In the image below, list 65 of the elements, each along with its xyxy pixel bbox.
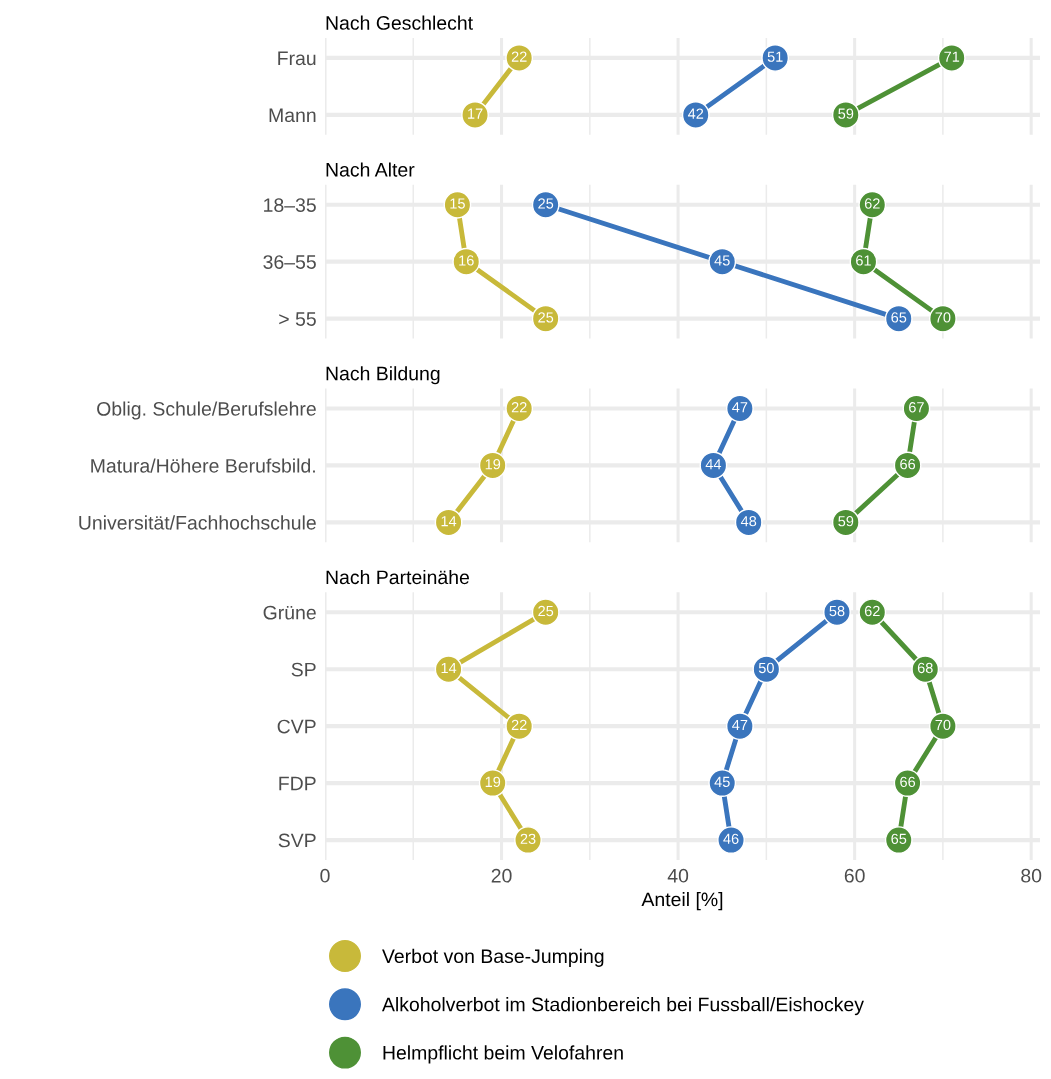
data-label: 22 — [511, 51, 527, 62]
data-label: 25 — [538, 198, 554, 209]
y-tick-label: CVP — [277, 719, 316, 734]
data-label: 19 — [485, 459, 501, 470]
data-label: 25 — [538, 312, 554, 323]
data-label: 14 — [441, 516, 457, 527]
data-label: 61 — [856, 255, 871, 266]
y-tick-label: SVP — [278, 833, 316, 848]
data-label: 16 — [459, 255, 474, 266]
y-tick-label: Oblig. Schule/Berufslehre — [97, 401, 316, 420]
data-label: 45 — [714, 776, 730, 788]
y-tick-label: Grüne — [263, 605, 316, 620]
data-label: 66 — [900, 776, 916, 788]
data-label: 71 — [944, 51, 960, 62]
y-tick-label: 36–55 — [263, 255, 316, 269]
y-tick-label: SP — [291, 662, 316, 677]
chart-title: Nach Parteinähe — [326, 569, 469, 585]
x-tick-label: 40 — [667, 868, 689, 883]
data-label: 59 — [838, 108, 854, 119]
data-label: 46 — [723, 833, 739, 844]
data-label: 44 — [705, 459, 722, 470]
data-label: 17 — [468, 108, 483, 119]
legend-label: Alkoholverbot im Stadionbereich bei Fussball/Eishockey — [381, 997, 864, 1016]
data-label: 65 — [891, 833, 907, 844]
data-label: 47 — [732, 402, 748, 413]
legend-label: Verbot von Base-Jumping — [382, 948, 604, 967]
x-axis-title: Anteil [%] — [641, 892, 723, 911]
data-label: 65 — [891, 312, 907, 323]
data-label: 19 — [485, 776, 501, 788]
x-tick-label: 80 — [1021, 868, 1042, 883]
data-label: 22 — [511, 402, 527, 413]
chart-title: Nach Geschlecht — [326, 15, 473, 30]
data-label: 68 — [917, 662, 933, 674]
data-label: 14 — [441, 662, 457, 673]
data-label: 59 — [838, 515, 854, 527]
y-tick-label: > 55 — [279, 312, 316, 326]
data-label: 23 — [520, 833, 536, 844]
y-tick-label: Universität/Fachhochschule — [79, 515, 316, 530]
y-tick-label: 18–35 — [264, 198, 316, 212]
y-tick-label: FDP — [279, 776, 316, 791]
chart-title: Nach Alter — [326, 162, 415, 177]
data-label: 62 — [864, 605, 880, 617]
data-label: 70 — [935, 719, 951, 731]
data-label: 58 — [829, 605, 845, 617]
legend-label: Helmpflicht beim Velofahren — [383, 1045, 623, 1064]
data-label: 70 — [935, 312, 951, 323]
y-tick-label: Mann — [269, 108, 316, 123]
y-tick-label: Frau — [278, 51, 316, 66]
data-label: 47 — [732, 719, 748, 730]
x-tick-label: 20 — [491, 868, 512, 883]
x-tick-label: 0 — [320, 868, 330, 883]
data-label: 66 — [900, 459, 916, 470]
data-label: 42 — [687, 108, 704, 119]
chart-title: Nach Bildung — [326, 366, 440, 385]
data-label: 51 — [767, 51, 783, 62]
y-tick-label: Matura/Höhere Berufsbild. — [91, 458, 315, 473]
data-label: 67 — [909, 402, 924, 413]
data-label: 62 — [864, 198, 880, 209]
data-label: 45 — [714, 255, 730, 266]
data-label: 50 — [758, 662, 774, 674]
data-label: 25 — [538, 605, 554, 617]
x-tick-label: 60 — [844, 868, 865, 883]
data-label: 15 — [450, 198, 465, 209]
data-label: 22 — [511, 719, 527, 730]
data-label: 48 — [740, 515, 757, 527]
